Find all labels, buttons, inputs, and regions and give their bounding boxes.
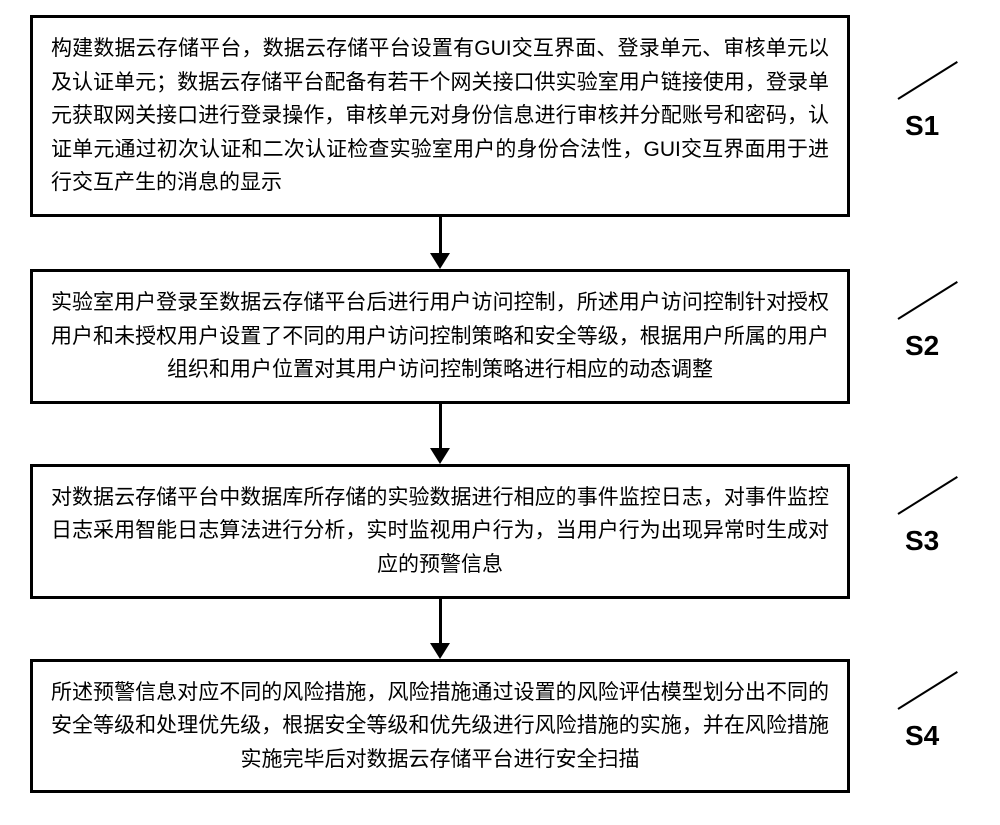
label-connector-s3 xyxy=(897,476,957,515)
step-box-s1: 构建数据云存储平台，数据云存储平台设置有GUI交互界面、登录单元、审核单元以及认… xyxy=(30,15,850,217)
arrow-stem xyxy=(439,404,442,448)
step-row-s4: 所述预警信息对应不同的风险措施，风险措施通过设置的风险评估模型划分出不同的安全等… xyxy=(30,659,970,794)
step-box-s3: 对数据云存储平台中数据库所存储的实验数据进行相应的事件监控日志，对事件监控日志采… xyxy=(30,464,850,599)
arrow-stem xyxy=(439,217,442,253)
step-label-s1: S1 xyxy=(905,110,939,142)
arrow-s2-s3 xyxy=(30,404,850,464)
arrow-stem xyxy=(439,599,442,643)
label-connector-s2 xyxy=(897,281,957,320)
arrow-s3-s4 xyxy=(30,599,850,659)
arrow-head-icon xyxy=(430,643,450,659)
label-connector-s1 xyxy=(897,61,957,100)
step-label-s2: S2 xyxy=(905,330,939,362)
step-row-s2: 实验室用户登录至数据云存储平台后进行用户访问控制，所述用户访问控制针对授权用户和… xyxy=(30,269,970,404)
step-label-s4: S4 xyxy=(905,720,939,752)
step-label-s3: S3 xyxy=(905,525,939,557)
step-box-s4: 所述预警信息对应不同的风险措施，风险措施通过设置的风险评估模型划分出不同的安全等… xyxy=(30,659,850,794)
arrow-head-icon xyxy=(430,448,450,464)
step-row-s3: 对数据云存储平台中数据库所存储的实验数据进行相应的事件监控日志，对事件监控日志采… xyxy=(30,464,970,599)
arrow-s1-s2 xyxy=(30,217,850,269)
flowchart-container: 构建数据云存储平台，数据云存储平台设置有GUI交互界面、登录单元、审核单元以及认… xyxy=(30,15,970,793)
arrow-head-icon xyxy=(430,253,450,269)
label-connector-s4 xyxy=(897,671,957,710)
step-box-s2: 实验室用户登录至数据云存储平台后进行用户访问控制，所述用户访问控制针对授权用户和… xyxy=(30,269,850,404)
step-row-s1: 构建数据云存储平台，数据云存储平台设置有GUI交互界面、登录单元、审核单元以及认… xyxy=(30,15,970,217)
